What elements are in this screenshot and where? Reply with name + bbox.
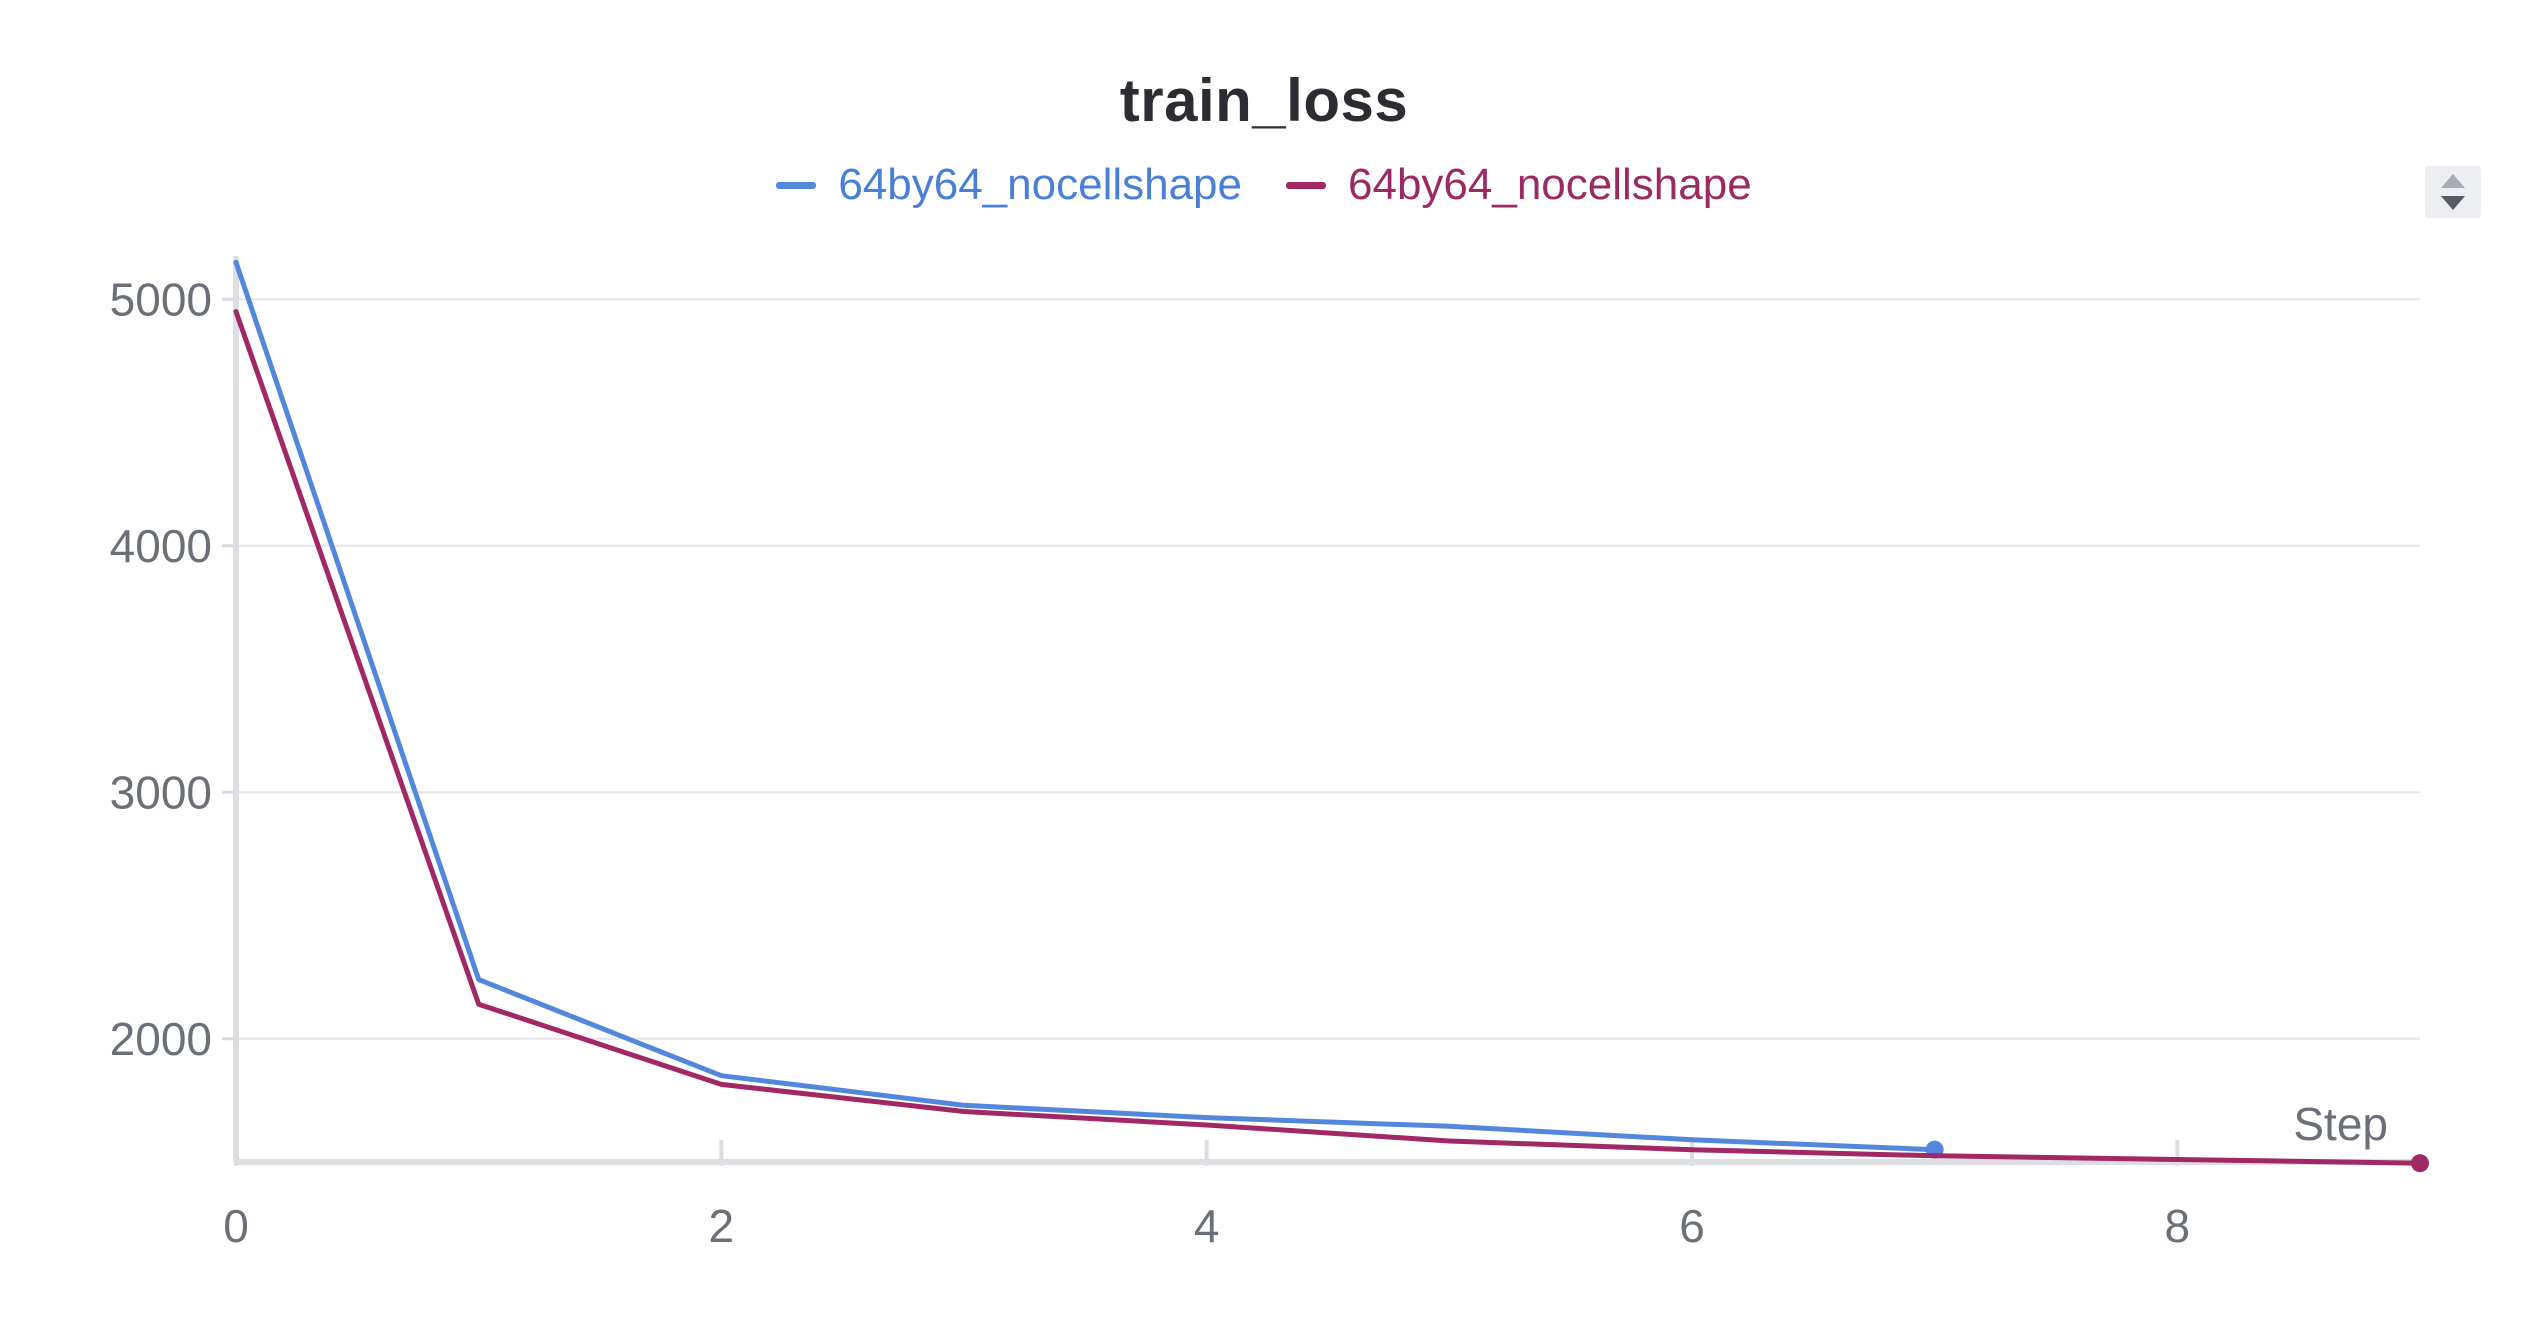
x-tick-label-4: 8 — [2165, 1200, 2191, 1252]
x-tick-label-3: 6 — [1679, 1200, 1705, 1252]
y-tick-label-2: 4000 — [110, 520, 212, 572]
y-tick-label-1: 3000 — [110, 766, 212, 818]
x-tick-label-0: 0 — [223, 1200, 249, 1252]
x-tick-label-2: 4 — [1194, 1200, 1220, 1252]
legend-scroll-control[interactable] — [2425, 166, 2481, 218]
chart-title: train_loss — [1119, 67, 1409, 134]
axis-labels: 2000 3000 4000 5000 0 2 4 6 8 Step — [110, 273, 2388, 1252]
axes — [222, 256, 2420, 1166]
grid-lines — [236, 298, 2420, 1040]
legend-item-series-1[interactable]: 64by64_nocellshape — [776, 160, 1242, 210]
legend-label-series-1: 64by64_nocellshape — [838, 160, 1242, 209]
legend-swatch-series-1 — [776, 181, 817, 189]
y-tick-label-0: 2000 — [110, 1013, 212, 1065]
chart-legend: 64by64_nocellshape 64by64_nocellshape — [0, 160, 2528, 210]
series-end-point-2[interactable] — [2411, 1154, 2429, 1173]
x-axis-title: Step — [2293, 1098, 2388, 1150]
scroll-up-arrow-icon[interactable] — [2441, 174, 2465, 188]
series-lines — [233, 259, 2429, 1173]
scroll-down-arrow-icon[interactable] — [2441, 196, 2465, 210]
legend-swatch-series-2 — [1286, 181, 1326, 189]
legend-item-series-2[interactable]: 64by64_nocellshape — [1286, 160, 1752, 210]
legend-label-series-2: 64by64_nocellshape — [1348, 160, 1752, 209]
x-tick-label-1: 2 — [709, 1200, 735, 1252]
series-line-2[interactable] — [233, 309, 2423, 1166]
series-line-1[interactable] — [233, 259, 1938, 1153]
y-tick-label-3: 5000 — [110, 273, 212, 325]
